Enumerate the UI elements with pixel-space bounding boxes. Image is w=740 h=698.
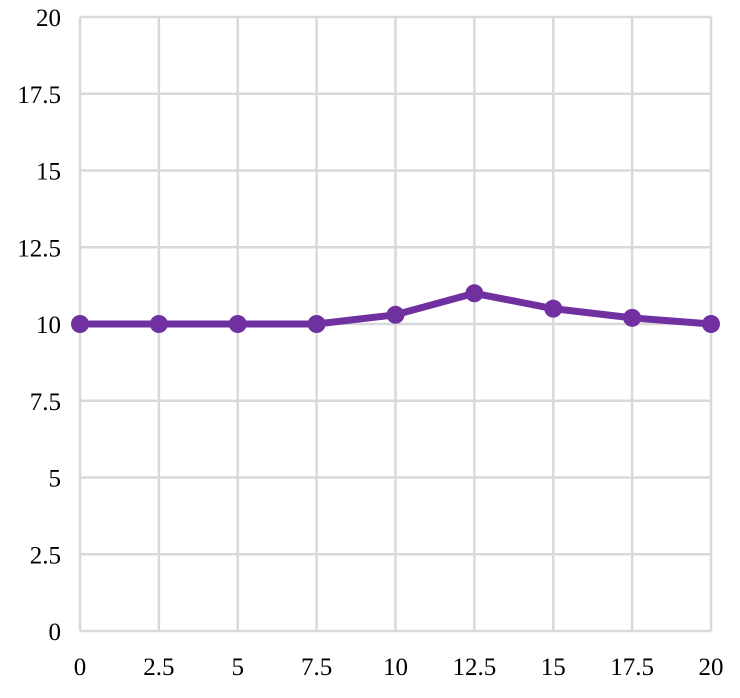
x-tick-label: 10: [383, 654, 408, 681]
data-point: [386, 305, 405, 324]
data-point: [544, 299, 563, 318]
y-tick-label: 2.5: [30, 542, 61, 569]
data-point: [149, 315, 168, 333]
x-axis-tick-labels: 0 2.5 5 7.5 10 12.5 15 17.5 20: [74, 654, 724, 681]
y-tick-label: 10: [36, 312, 61, 339]
y-tick-label: 0: [49, 619, 62, 646]
x-tick-label: 17.5: [610, 654, 654, 681]
x-tick-label: 5: [232, 654, 245, 681]
x-tick-label: 2.5: [143, 654, 174, 681]
data-point: [623, 308, 642, 327]
y-tick-label: 20: [36, 5, 61, 32]
y-axis-tick-labels: 0 2.5 5 7.5 10 12.5 15 17.5 20: [17, 5, 61, 646]
data-point: [307, 315, 326, 333]
data-point: [465, 284, 484, 303]
series-layer: [71, 284, 720, 333]
y-tick-label: 15: [36, 159, 61, 186]
x-tick-label: 0: [74, 654, 87, 681]
y-tick-label: 5: [49, 466, 62, 493]
y-tick-label: 12.5: [17, 235, 61, 262]
data-point: [228, 315, 247, 333]
x-tick-label: 20: [699, 654, 724, 681]
data-point: [702, 315, 720, 333]
y-tick-label: 17.5: [17, 82, 61, 109]
data-point: [71, 315, 89, 333]
x-tick-label: 12.5: [453, 654, 497, 681]
x-tick-label: 15: [541, 654, 566, 681]
x-tick-label: 7.5: [301, 654, 332, 681]
y-tick-label: 7.5: [30, 389, 61, 416]
